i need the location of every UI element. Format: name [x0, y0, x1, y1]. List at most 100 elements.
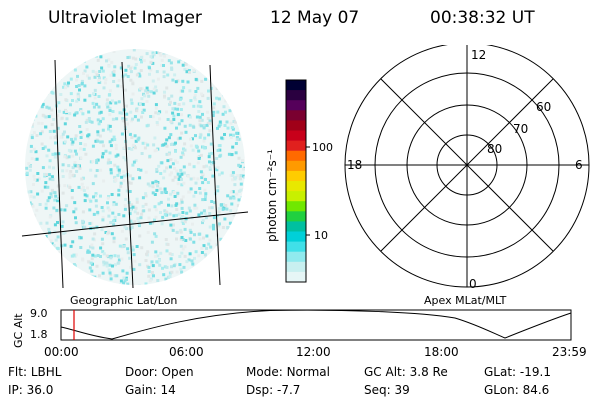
emission-pixel [126, 282, 130, 285]
emission-pixel [185, 211, 189, 215]
emission-pixel [117, 193, 121, 197]
emission-pixel [193, 256, 196, 260]
emission-pixel [67, 164, 71, 168]
emission-pixel [231, 178, 235, 182]
color-scale [286, 80, 306, 283]
emission-pixel [63, 208, 67, 212]
lat-label-80: 80 [487, 142, 502, 156]
emission-pixel [128, 55, 132, 59]
emission-pixel [225, 207, 229, 211]
emission-pixel [91, 160, 95, 164]
emission-pixel [136, 138, 140, 142]
emission-pixel [176, 137, 180, 141]
emission-pixel [98, 111, 102, 115]
emission-pixel [108, 151, 112, 155]
emission-pixel [233, 220, 237, 223]
colorbar-units: photon cm⁻²s⁻¹ [265, 149, 279, 242]
latitude-line [21, 211, 249, 237]
emission-pixel [221, 207, 225, 211]
emission-pixel [166, 275, 170, 279]
emission-pixel [80, 182, 84, 186]
emission-pixel [91, 246, 95, 250]
emission-pixel [81, 287, 84, 290]
emission-pixel [237, 234, 241, 238]
color-cell [286, 211, 306, 222]
emission-pixel [152, 87, 156, 91]
emission-pixel [172, 214, 176, 218]
emission-pixel [154, 106, 158, 110]
emission-pixel [167, 50, 171, 54]
emission-pixel [108, 271, 112, 275]
emission-pixel [28, 213, 32, 217]
emission-pixel [171, 78, 175, 82]
emission-pixel [129, 110, 133, 114]
emission-pixel [200, 251, 204, 254]
emission-pixel [79, 284, 83, 285]
emission-pixel [78, 166, 82, 170]
emission-pixel [91, 253, 95, 257]
emission-pixel [70, 142, 74, 146]
emission-pixel [28, 168, 32, 172]
emission-pixel [143, 94, 147, 98]
emission-pixel [196, 161, 200, 165]
emission-pixel [174, 149, 177, 153]
emission-pixel [49, 56, 53, 60]
emission-pixel [38, 264, 42, 268]
emission-pixel [230, 126, 234, 129]
emission-pixel [208, 166, 212, 170]
emission-pixel [164, 142, 168, 146]
emission-pixel [90, 243, 94, 247]
emission-pixel [47, 87, 51, 91]
emission-pixel [66, 135, 70, 139]
emission-pixel [40, 142, 44, 146]
emission-pixel [199, 67, 203, 71]
emission-pixel [113, 65, 117, 69]
emission-pixel [218, 148, 222, 152]
emission-pixel [189, 144, 193, 148]
emission-pixel [178, 136, 182, 140]
emission-pixel [101, 242, 105, 246]
emission-pixel [215, 66, 219, 70]
emission-pixel [138, 102, 142, 105]
emission-pixel [82, 272, 86, 276]
emission-pixel [122, 179, 126, 183]
emission-pixel [198, 282, 202, 285]
emission-pixel [221, 49, 224, 53]
emission-pixel [29, 190, 33, 194]
emission-pixel [124, 237, 128, 241]
emission-pixel [111, 117, 115, 121]
emission-pixel [163, 54, 167, 58]
emission-pixel [75, 286, 78, 289]
emission-pixel [231, 51, 235, 55]
emission-pixel [48, 165, 51, 169]
emission-pixel [202, 124, 206, 127]
emission-pixel [106, 223, 110, 227]
emission-pixel [40, 189, 44, 193]
emission-pixel [107, 127, 110, 131]
emission-pixel [184, 130, 188, 134]
emission-pixel [26, 251, 30, 255]
emission-pixel [70, 189, 74, 192]
emission-pixel [63, 140, 67, 144]
color-cell [286, 140, 306, 152]
emission-pixel [138, 284, 141, 285]
emission-pixel [243, 263, 245, 267]
emission-pixel [137, 136, 141, 140]
emission-pixel [137, 222, 141, 226]
emission-pixel [218, 173, 221, 177]
emission-pixel [133, 259, 137, 263]
emission-pixel [104, 231, 108, 234]
emission-pixel [180, 131, 184, 135]
emission-pixel [48, 130, 52, 133]
emission-pixel [43, 172, 46, 176]
time-tick: 00:00 [44, 345, 79, 359]
emission-pixel [179, 230, 183, 234]
emission-pixel [36, 252, 40, 256]
emission-pixel [56, 199, 60, 203]
emission-pixel [204, 192, 208, 196]
emission-pixel [123, 207, 127, 211]
emission-pixel [183, 142, 187, 146]
emission-pixel [187, 190, 191, 194]
emission-pixel [216, 110, 220, 114]
emission-pixel [135, 200, 139, 204]
